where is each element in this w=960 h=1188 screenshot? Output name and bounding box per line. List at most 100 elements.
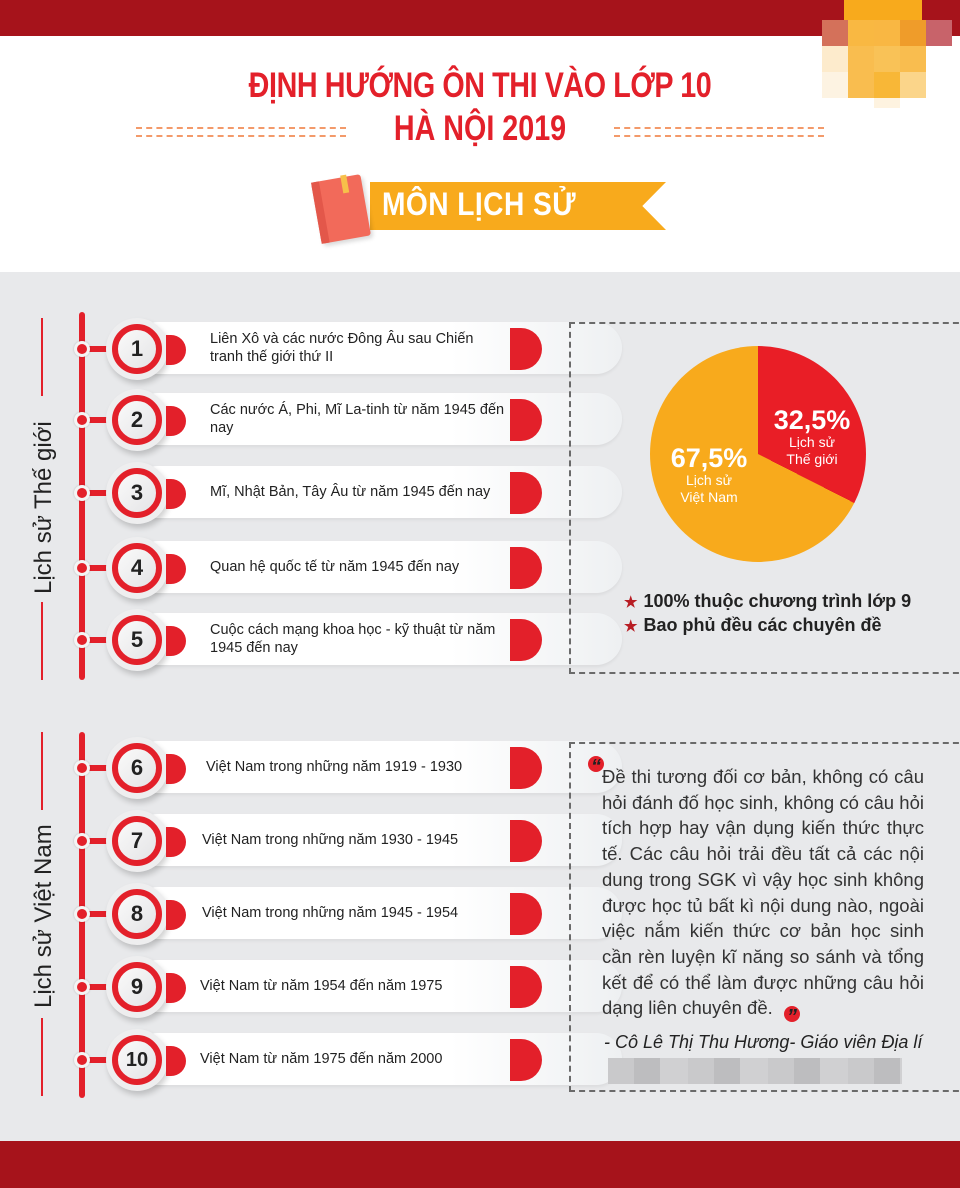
number-badge: 7 (112, 816, 162, 866)
half-circle-decor (166, 626, 186, 656)
connector (88, 637, 114, 643)
section-divider-line (41, 318, 43, 396)
timeline-dot (74, 485, 90, 501)
number-badge: 4 (112, 543, 162, 593)
footer-bar (0, 1141, 960, 1188)
top-bar (0, 0, 960, 36)
number-badge: 8 (112, 889, 162, 939)
half-circle-decor (166, 900, 186, 930)
topic-text: Việt Nam từ năm 1954 đến năm 1975 (200, 978, 443, 994)
list-item: 1 Liên Xô và các nước Đông Âu sau Chiến … (72, 318, 622, 380)
connector (88, 838, 114, 844)
timeline-dot (74, 906, 90, 922)
pie-label-world: 32,5% Lịch sử Thế giới (770, 406, 854, 468)
quote-box (569, 742, 960, 1092)
timeline-dot (74, 833, 90, 849)
topic-text: Mĩ, Nhật Bản, Tây Âu từ năm 1945 đến nay (210, 484, 491, 500)
connector (88, 1057, 114, 1063)
star-icon: ★ (624, 618, 638, 635)
pie-caption: Lịch sử (789, 434, 835, 450)
number-badge: 10 (112, 1035, 162, 1085)
section-divider-line (41, 732, 43, 810)
bullet-text: 100% thuộc chương trình lớp 9 (643, 591, 912, 611)
list-item: 4 Quan hệ quốc tế từ năm 1945 đến nay (72, 537, 622, 599)
timeline-dot (74, 979, 90, 995)
half-circle-decor (166, 754, 186, 784)
timeline-dot (74, 341, 90, 357)
chart-box (569, 322, 960, 674)
bullet-item: ★ 100% thuộc chương trình lớp 9 (624, 590, 911, 614)
topic-text: Cuộc cách mạng khoa học - kỹ thuật từ nă… (210, 622, 496, 656)
list-item: 3 Mĩ, Nhật Bản, Tây Âu từ năm 1945 đến n… (72, 462, 622, 524)
connector (88, 984, 114, 990)
close-quote-icon: ” (784, 1006, 800, 1028)
topic-text: Quan hệ quốc tế từ năm 1945 đến nay (210, 559, 460, 575)
list-item: 5 Cuộc cách mạng khoa học - kỹ thuật từ … (72, 609, 622, 671)
title-row-2: HÀ NỘI 2019 (0, 109, 960, 153)
pie-caption: Thế giới (786, 451, 838, 467)
bullet-item: ★ Bao phủ đều các chuyên đề (624, 614, 911, 638)
topic-text: Các nước Á, Phi, Mĩ La-tinh từ năm 1945 … (210, 402, 505, 436)
open-quote-icon: “ (588, 756, 604, 778)
connector (88, 490, 114, 496)
connector (88, 417, 114, 423)
section-divider-line (41, 1018, 43, 1096)
pie-label-vn: 67,5% Lịch sử Việt Nam (666, 444, 752, 506)
list-item: 8 Việt Nam trong những năm 1945 - 1954 (72, 883, 622, 945)
half-circle-decor (166, 479, 186, 509)
bullet-text: Bao phủ đều các chuyên đề (643, 615, 882, 635)
pie-caption: Việt Nam (680, 489, 738, 505)
connector (88, 346, 114, 352)
pixelated-logo (822, 0, 956, 110)
number-badge: 6 (112, 743, 162, 793)
pie-percent-vn: 67,5% (670, 443, 748, 473)
pie-chart (650, 346, 866, 562)
section-label-world: Lịch sử Thế giới (30, 421, 57, 594)
number-badge: 5 (112, 615, 162, 665)
pie-percent-world: 32,5% (773, 405, 851, 435)
half-circle-decor (166, 973, 186, 1003)
star-icon: ★ (624, 594, 638, 611)
chart-bullets: ★ 100% thuộc chương trình lớp 9 ★ Bao phủ … (624, 590, 911, 638)
quote-author: - Cô Lê Thị Thu Hương- Giáo viên Địa lí (604, 1032, 923, 1052)
half-circle-decor (166, 406, 186, 436)
book-icon (310, 174, 372, 244)
section-label-vietnam: Lịch sử Việt Nam (30, 824, 57, 1008)
subject-banner-label: MÔN LỊCH SỬ (382, 186, 577, 222)
quote-text: Đề thi tương đối cơ bản, không có câu hỏ… (602, 766, 924, 1019)
connector (88, 565, 114, 571)
timeline-dot (74, 632, 90, 648)
list-item: 9 Việt Nam từ năm 1954 đến năm 1975 (72, 956, 622, 1018)
list-item: 2 Các nước Á, Phi, Mĩ La-tinh từ năm 194… (72, 389, 622, 451)
topic-text: Việt Nam trong những năm 1945 - 1954 (202, 905, 459, 921)
number-badge: 9 (112, 962, 162, 1012)
topic-text: Việt Nam trong những năm 1919 - 1930 (206, 759, 463, 775)
page-subtitle: HÀ NỘI 2019 (393, 109, 567, 148)
half-circle-decor (166, 335, 186, 365)
list-item: 7 Việt Nam trong những năm 1930 - 1945 (72, 810, 622, 872)
timeline-dot (74, 1052, 90, 1068)
section-divider-line (41, 602, 43, 680)
number-badge: 1 (112, 324, 162, 374)
header (0, 36, 960, 272)
half-circle-decor (166, 827, 186, 857)
decorative-dashes-right (614, 127, 824, 137)
half-circle-decor (166, 1046, 186, 1076)
timeline-dot (74, 412, 90, 428)
connector (88, 911, 114, 917)
pie-caption: Lịch sử (686, 472, 732, 488)
list-item: 6 Việt Nam trong những năm 1919 - 1930 (72, 737, 622, 799)
number-badge: 3 (112, 468, 162, 518)
topic-text: Việt Nam trong những năm 1930 - 1945 (202, 832, 459, 848)
connector (88, 765, 114, 771)
subject-ribbon (370, 182, 666, 230)
topic-text: Liên Xô và các nước Đông Âu sau Chiến tr… (210, 331, 474, 365)
blurred-text-placeholder (608, 1058, 902, 1084)
topic-text: Việt Nam từ năm 1975 đến năm 2000 (200, 1051, 443, 1067)
page-title: ĐỊNH HƯỚNG ÔN THI VÀO LỚP 10 (248, 66, 712, 105)
decorative-dashes-left (136, 127, 346, 137)
timeline-dot (74, 760, 90, 776)
half-circle-decor (166, 554, 186, 584)
number-badge: 2 (112, 395, 162, 445)
timeline-dot (74, 560, 90, 576)
